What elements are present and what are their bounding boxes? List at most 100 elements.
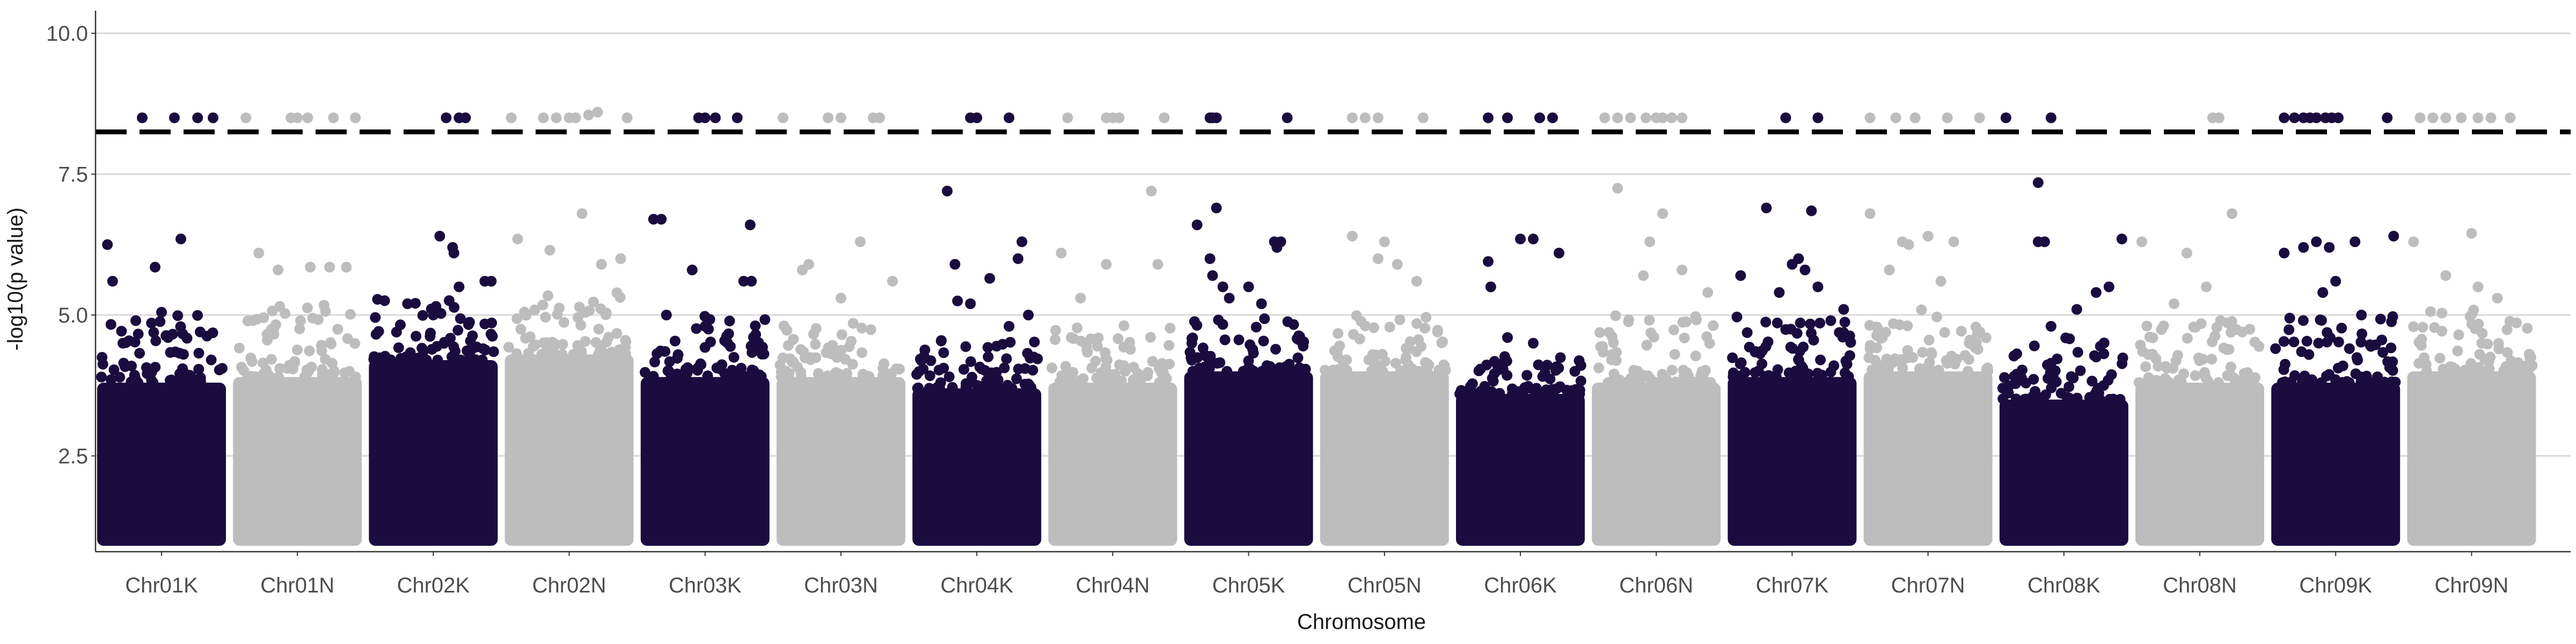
data-point	[2045, 112, 2057, 123]
x-tick-label: Chr06K	[1484, 574, 1557, 597]
data-point	[2047, 371, 2059, 382]
data-point	[2144, 332, 2155, 342]
dense-points-block	[1184, 371, 1313, 546]
data-point	[596, 345, 607, 356]
data-point	[2090, 287, 2102, 298]
data-point	[2474, 349, 2485, 360]
data-point	[1219, 334, 1231, 346]
data-point	[370, 312, 381, 323]
data-point	[2087, 394, 2098, 405]
data-point	[1608, 337, 1619, 348]
data-point	[294, 323, 305, 334]
data-point	[1666, 364, 1678, 376]
data-point	[750, 320, 761, 332]
data-point	[1679, 332, 1690, 343]
data-point	[1772, 317, 1783, 328]
data-point	[971, 112, 983, 123]
data-point	[1750, 346, 1761, 357]
data-point	[2485, 112, 2497, 123]
data-point	[1029, 336, 1040, 348]
data-point	[1916, 304, 1927, 316]
data-point	[1199, 366, 1211, 377]
data-point	[240, 112, 252, 123]
data-point	[2244, 372, 2255, 383]
data-point	[1275, 236, 1286, 247]
data-point	[541, 344, 553, 355]
data-point	[1680, 316, 1692, 327]
data-point	[573, 312, 583, 323]
data-point	[1555, 352, 1566, 363]
data-point	[997, 339, 1008, 350]
dense-points-block	[97, 383, 226, 546]
data-point	[1612, 377, 1623, 387]
data-point	[699, 321, 711, 332]
data-point	[1141, 370, 1153, 382]
data-point	[487, 331, 498, 342]
data-point	[261, 364, 272, 376]
data-point	[2382, 112, 2393, 123]
data-point	[467, 330, 478, 341]
data-point	[1054, 376, 1065, 387]
dense-points-block	[1999, 399, 2128, 546]
dense-points-block	[369, 360, 498, 546]
data-point	[936, 335, 947, 346]
data-point	[2385, 342, 2397, 354]
data-point	[411, 331, 422, 342]
data-point	[2492, 292, 2503, 304]
x-tick-label: Chr01N	[260, 574, 334, 597]
data-point	[1075, 292, 1086, 304]
data-point	[1528, 233, 1539, 245]
data-point	[175, 233, 186, 245]
data-point	[1224, 292, 1235, 304]
data-point	[879, 370, 890, 380]
data-point	[511, 313, 523, 324]
data-point	[924, 383, 935, 394]
data-point	[345, 309, 356, 320]
data-point	[856, 323, 867, 334]
data-point	[2413, 358, 2425, 369]
data-point	[1243, 355, 1254, 367]
data-point	[1923, 334, 1935, 346]
data-point	[722, 338, 733, 349]
data-point	[648, 371, 659, 382]
data-point	[1933, 364, 1944, 376]
data-point	[1201, 351, 1212, 362]
data-point	[1421, 312, 1432, 323]
chromosome-group-chr04n	[1046, 112, 1177, 546]
data-point	[2244, 324, 2256, 335]
data-point	[511, 348, 522, 360]
data-point	[942, 186, 953, 196]
data-point	[150, 261, 160, 273]
data-point	[554, 303, 565, 313]
data-point	[1004, 112, 1015, 123]
data-point	[1728, 371, 1739, 382]
data-point	[2168, 363, 2179, 374]
data-point	[1233, 334, 1245, 346]
dense-points-block	[504, 354, 634, 546]
data-point	[1467, 378, 1478, 389]
data-point	[2333, 336, 2344, 348]
data-point	[965, 356, 976, 367]
dense-points-block	[1320, 371, 1449, 546]
data-point	[2227, 208, 2237, 219]
data-point	[163, 332, 173, 343]
data-point	[1803, 368, 1814, 379]
data-point	[1648, 332, 1659, 343]
dense-points-block	[1592, 383, 1721, 546]
data-point	[795, 371, 807, 383]
data-point	[1473, 365, 1484, 376]
data-point	[114, 371, 126, 383]
data-point	[1214, 357, 1226, 368]
data-point	[2039, 236, 2050, 247]
data-point	[2060, 332, 2072, 343]
data-point	[1454, 389, 1465, 399]
dense-points-block	[233, 377, 362, 546]
data-point	[1390, 357, 1401, 369]
data-point	[669, 335, 680, 347]
data-point	[2472, 112, 2484, 123]
data-point	[2169, 298, 2179, 309]
data-point	[1669, 377, 1680, 388]
data-point	[2199, 367, 2210, 378]
data-point	[1359, 112, 1371, 123]
data-point	[2135, 339, 2146, 350]
